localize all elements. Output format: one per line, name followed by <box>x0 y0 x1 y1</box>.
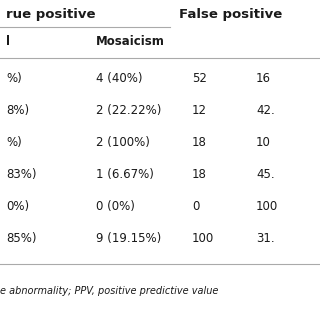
Text: 83%): 83%) <box>6 168 37 181</box>
Text: 100: 100 <box>256 200 278 213</box>
Text: e abnormality; PPV, positive predictive value: e abnormality; PPV, positive predictive … <box>0 286 218 296</box>
Text: 100: 100 <box>192 232 214 245</box>
Text: %): %) <box>6 136 22 149</box>
Text: 10: 10 <box>256 136 271 149</box>
Text: 42.: 42. <box>256 104 275 117</box>
Text: %): %) <box>6 72 22 85</box>
Text: 52: 52 <box>192 72 207 85</box>
Text: 45.: 45. <box>256 168 275 181</box>
Text: 12: 12 <box>192 104 207 117</box>
Text: 0 (0%): 0 (0%) <box>96 200 135 213</box>
Text: Mosaicism: Mosaicism <box>96 35 165 48</box>
Text: 18: 18 <box>192 168 207 181</box>
Text: 0: 0 <box>192 200 199 213</box>
Text: 18: 18 <box>192 136 207 149</box>
Text: 16: 16 <box>256 72 271 85</box>
Text: 4 (40%): 4 (40%) <box>96 72 142 85</box>
Text: 1 (6.67%): 1 (6.67%) <box>96 168 154 181</box>
Text: 0%): 0%) <box>6 200 29 213</box>
Text: False positive: False positive <box>179 8 283 21</box>
Text: 9 (19.15%): 9 (19.15%) <box>96 232 161 245</box>
Text: 31.: 31. <box>256 232 275 245</box>
Text: 2 (100%): 2 (100%) <box>96 136 150 149</box>
Text: l: l <box>6 35 10 48</box>
Text: 2 (22.22%): 2 (22.22%) <box>96 104 161 117</box>
Text: 85%): 85%) <box>6 232 37 245</box>
Text: 8%): 8%) <box>6 104 29 117</box>
Text: rue positive: rue positive <box>6 8 96 21</box>
